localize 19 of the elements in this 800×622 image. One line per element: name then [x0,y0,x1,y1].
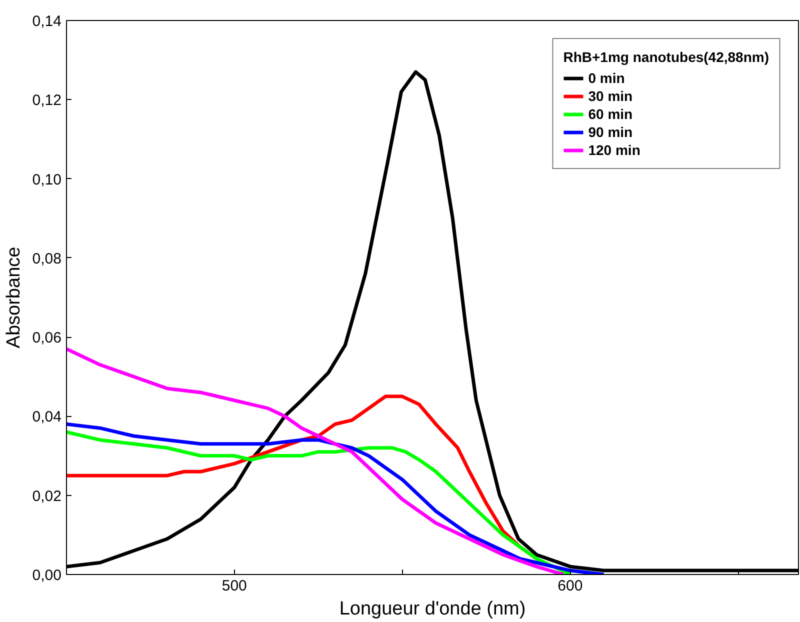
legend-label: 60 min [588,106,633,122]
line-series [66,347,566,574]
y-tick-label: 0,10 [32,171,62,188]
x-tick-label: 600 [558,578,583,594]
x-axis-title: Longueur d'onde (nm) [339,598,526,620]
legend-title: RhB+1mg nanotubes(42,88nm) [563,49,769,65]
x-tick-label: 500 [222,578,247,594]
legend-label: 30 min [588,88,633,104]
y-tick-label: 0,02 [32,488,62,505]
y-tick-label: 0,14 [32,13,62,30]
y-tick-label: 0,04 [32,408,62,426]
y-tick-label: 0,06 [32,330,62,347]
y-tick-label: 0,12 [32,92,62,110]
legend-label: 120 min [588,142,640,158]
y-tick-label: 0,00 [32,567,62,584]
legend-label: 90 min [588,124,633,140]
y-tick-label: 0,08 [32,250,62,268]
y-axis-title: Absorbance [3,246,24,348]
legend-label: 0 min [588,70,625,86]
